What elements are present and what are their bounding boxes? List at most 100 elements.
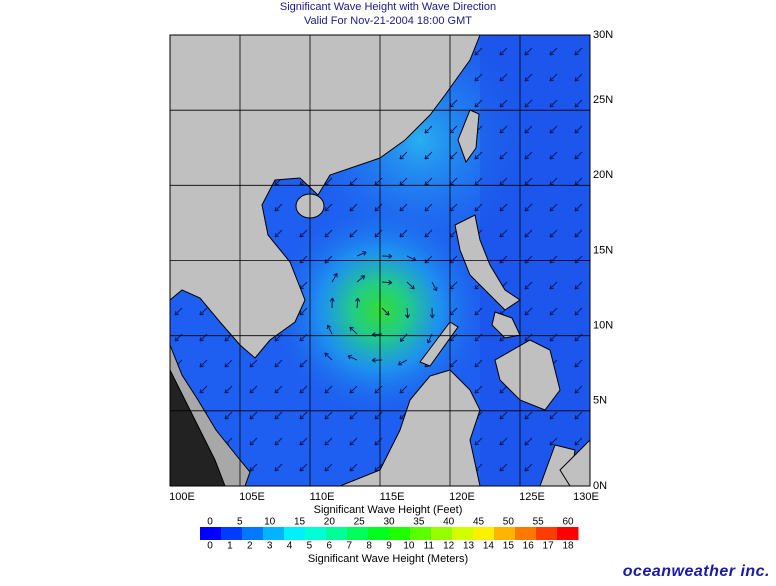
wave-arrow: [431, 281, 438, 292]
wave-arrow: [524, 255, 533, 264]
color-cell: [557, 527, 579, 540]
wave-arrow: [224, 411, 233, 420]
wave-arrow: [299, 307, 308, 316]
wave-arrow: [249, 385, 258, 394]
color-cell: [410, 527, 432, 540]
wave-arrow: [574, 411, 583, 420]
wave-arrow: [274, 359, 283, 368]
wave-arrow: [474, 73, 483, 82]
wave-arrow: [331, 272, 338, 283]
wave-arrow: [474, 333, 483, 342]
wave-arrow: [299, 333, 308, 342]
wave-arrow: [549, 255, 558, 264]
wave-arrow: [374, 203, 383, 212]
wave-arrow: [524, 151, 533, 160]
wave-arrow: [381, 280, 393, 285]
wave-arrow: [524, 463, 533, 472]
wave-arrow: [499, 229, 508, 238]
wave-arrow: [549, 411, 558, 420]
color-cell: [263, 527, 285, 540]
color-cell: [347, 527, 369, 540]
feet-tick-label: 25: [354, 517, 366, 528]
wave-arrow: [499, 177, 508, 186]
wave-arrow: [524, 281, 533, 290]
wave-arrow: [424, 229, 433, 238]
meters-tick-label: 8: [366, 541, 372, 552]
subtitle: Valid For Nov-21-2004 18:00 GMT: [304, 15, 472, 27]
feet-tick-label: 55: [533, 517, 545, 528]
wave-arrow: [524, 177, 533, 186]
wave-arrow: [424, 177, 433, 186]
wave-arrow: [349, 437, 358, 446]
feet-caption: Significant Wave Height (Feet): [314, 504, 463, 516]
wave-arrow: [474, 437, 483, 446]
wave-arrow: [381, 253, 393, 259]
wave-arrow: [399, 385, 408, 394]
wave-arrow: [399, 333, 408, 342]
map-frame: [169, 34, 591, 487]
wave-arrow: [374, 437, 383, 446]
wave-arrow: [574, 307, 583, 316]
meters-tick-label: 5: [307, 541, 313, 552]
wave-arrow: [424, 151, 433, 160]
color-legend: Significant Wave Height (Feet) Significa…: [200, 504, 579, 565]
wave-arrow: [499, 99, 508, 108]
wave-arrow: [299, 359, 308, 368]
meters-tick-label: 12: [443, 541, 455, 552]
color-cell: [431, 527, 453, 540]
wave-arrow: [326, 324, 333, 335]
wave-arrow: [405, 307, 410, 319]
meters-tick-label: 3: [267, 541, 273, 552]
wave-arrow: [474, 177, 483, 186]
meters-tick-label: 14: [483, 541, 495, 552]
meters-caption: Significant Wave Height (Meters): [308, 553, 468, 565]
wave-arrow: [299, 229, 308, 238]
wave-arrow: [549, 73, 558, 82]
lat-label: 5N: [593, 395, 607, 407]
meters-tick-label: 13: [463, 541, 475, 552]
wave-arrow: [549, 99, 558, 108]
wave-arrow: [324, 385, 333, 394]
wave-arrow: [524, 73, 533, 82]
feet-tick-label: 15: [294, 517, 306, 528]
wave-arrow: [399, 151, 408, 160]
wave-arrow: [424, 255, 433, 264]
wave-arrow: [224, 385, 233, 394]
wave-arrow: [249, 411, 258, 420]
lon-label: 115E: [380, 491, 405, 503]
lat-label: 20N: [593, 169, 613, 181]
brand: oceanweather inc.: [623, 563, 770, 580]
wave-arrow: [499, 385, 508, 394]
wave-arrow: [274, 437, 283, 446]
wave-arrow: [549, 47, 558, 56]
wave-arrow: [349, 463, 358, 472]
wave-arrow: [224, 359, 233, 368]
wave-arrow: [356, 251, 367, 257]
wave-arrow: [349, 229, 358, 238]
wave-arrow: [574, 73, 583, 82]
meters-tick-label: 4: [287, 541, 293, 552]
lon-label: 105E: [239, 491, 265, 503]
wave-arrow: [249, 463, 258, 472]
meters-tick-label: 1: [227, 541, 233, 552]
wave-arrow: [299, 437, 308, 446]
wave-arrow: [249, 437, 258, 446]
wave-arrow: [274, 385, 283, 394]
feet-tick-label: 35: [413, 517, 425, 528]
wave-arrow: [349, 203, 358, 212]
wave-arrow: [274, 411, 283, 420]
wave-arrow: [574, 125, 583, 134]
wave-arrow: [174, 307, 183, 316]
lat-label: 0N: [593, 480, 607, 492]
color-cell: [305, 527, 327, 540]
wave-arrow: [524, 203, 533, 212]
wave-arrow: [424, 203, 433, 212]
wave-arrow: [374, 229, 383, 238]
color-cell: [221, 527, 243, 540]
wave-arrow: [324, 352, 333, 361]
wave-arrow: [324, 463, 333, 472]
lat-label: 10N: [593, 320, 613, 332]
land: [169, 34, 591, 487]
wave-arrow: [474, 47, 483, 56]
wave-arrow: [274, 203, 283, 212]
